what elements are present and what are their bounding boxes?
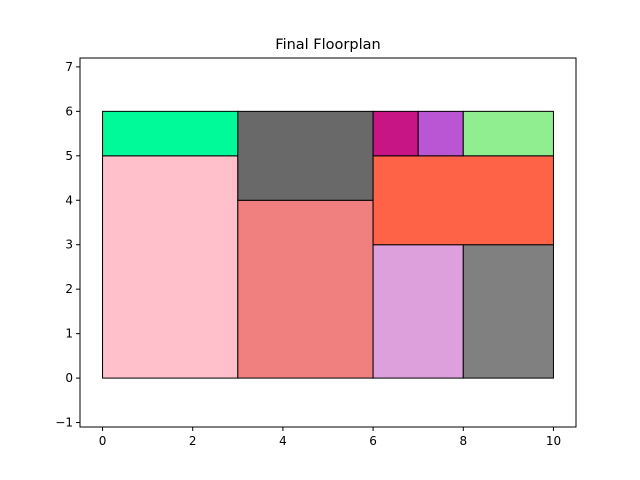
- x-tick-label: 2: [189, 434, 197, 448]
- y-tick-label: 4: [65, 193, 73, 207]
- x-tick-label: 0: [99, 434, 107, 448]
- x-tick-label: 4: [279, 434, 287, 448]
- room-rect-3: [237, 110, 374, 201]
- room-rect-5: [462, 244, 554, 379]
- rooms-layer: [102, 110, 554, 379]
- y-tick-label: −1: [55, 416, 73, 430]
- y-tick-label: 7: [65, 60, 73, 74]
- y-tick-label: 1: [65, 327, 73, 341]
- room-rect-2: [237, 199, 374, 379]
- y-tick-label: 6: [65, 104, 73, 118]
- y-tick-label: 2: [65, 282, 73, 296]
- x-tick-label: 10: [546, 434, 561, 448]
- y-tick-label: 3: [65, 238, 73, 252]
- room-rect-9: [462, 110, 554, 157]
- x-tick-label: 6: [369, 434, 377, 448]
- x-tick-label: 8: [459, 434, 467, 448]
- y-tick-label: 0: [65, 371, 73, 385]
- axes-layer: 0 2 4 6 8 10 −1 0 1 2 3 4 5 6 7: [55, 57, 577, 448]
- room-rect-1: [102, 110, 239, 157]
- room-rect-4: [372, 244, 464, 379]
- room-rect-6: [372, 155, 554, 246]
- plot-frame: [79, 57, 577, 428]
- room-rect-8: [417, 110, 464, 157]
- room-rect-7: [372, 110, 419, 157]
- room-rect-0: [102, 155, 239, 379]
- y-tick-label: 5: [65, 149, 73, 163]
- chart-title: Final Floorplan: [275, 37, 380, 53]
